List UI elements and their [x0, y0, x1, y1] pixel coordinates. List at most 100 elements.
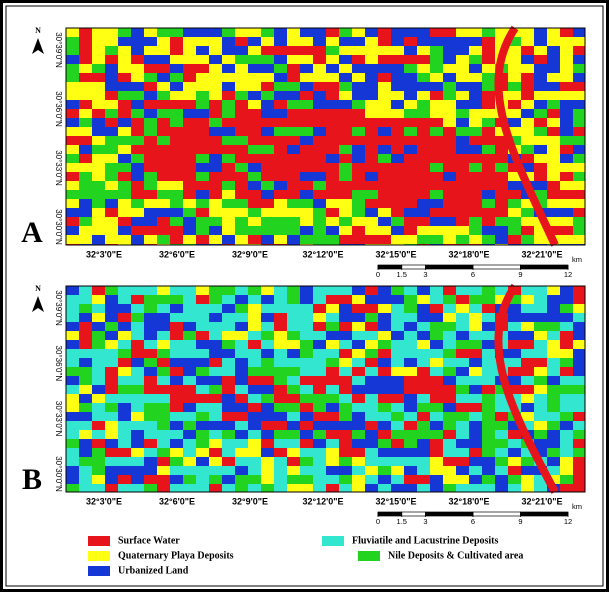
map-pixel: [365, 118, 378, 127]
map-pixel: [274, 484, 287, 492]
map-pixel: [352, 127, 365, 136]
map-pixel: [547, 421, 560, 430]
map-pixel: [300, 403, 313, 412]
map-pixel: [495, 208, 508, 217]
map-pixel: [339, 385, 352, 394]
map-pixel: [131, 37, 144, 46]
map-pixel: [118, 394, 131, 403]
map-pixel: [469, 457, 482, 466]
map-pixel: [326, 73, 339, 82]
map-pixel: [274, 163, 287, 172]
map-pixel: [573, 199, 585, 208]
map-pixel: [521, 466, 534, 475]
map-pixel: [79, 217, 92, 226]
map-pixel: [547, 340, 560, 349]
map-pixel: [66, 181, 79, 190]
map-pixel: [66, 226, 79, 235]
map-pixel: [118, 55, 131, 64]
map-pixel: [274, 46, 287, 55]
map-pixel: [547, 385, 560, 394]
map-pixel: [170, 412, 183, 421]
map-pixel: [196, 448, 209, 457]
map-pixel: [144, 127, 157, 136]
map-pixel: [404, 28, 417, 37]
map-pixel: [573, 403, 585, 412]
map-pixel: [157, 172, 170, 181]
map-pixel: [378, 412, 391, 421]
map-pixel: [404, 466, 417, 475]
map-pixel: [326, 28, 339, 37]
map-pixel: [235, 208, 248, 217]
map-pixel: [378, 28, 391, 37]
map-pixel: [378, 136, 391, 145]
map-pixel: [456, 217, 469, 226]
map-pixel: [417, 235, 430, 244]
map-pixel: [469, 109, 482, 118]
map-pixel: [144, 136, 157, 145]
map-pixel: [417, 136, 430, 145]
map-pixel: [248, 340, 261, 349]
map-pixel: [79, 136, 92, 145]
map-pixel: [430, 28, 443, 37]
map-pixel: [287, 349, 300, 358]
map-pixel: [339, 226, 352, 235]
map-pixel: [417, 46, 430, 55]
map-pixel: [326, 430, 339, 439]
map-pixel: [404, 217, 417, 226]
map-pixel: [222, 118, 235, 127]
map-pixel: [391, 154, 404, 163]
map-pixel: [261, 37, 274, 46]
map-pixel: [469, 127, 482, 136]
map-pixel: [313, 295, 326, 304]
map-pixel: [105, 28, 118, 37]
map-pixel: [209, 91, 222, 100]
map-pixel: [326, 403, 339, 412]
map-pixel: [105, 37, 118, 46]
map-pixel: [92, 82, 105, 91]
map-pixel: [573, 295, 585, 304]
map-pixel: [222, 127, 235, 136]
map-pixel: [105, 286, 118, 295]
map-pixel: [534, 118, 547, 127]
map-pixel: [573, 286, 585, 295]
map-pixel: [339, 448, 352, 457]
map-pixel: [508, 100, 521, 109]
map-pixel: [482, 145, 495, 154]
map-pixel: [105, 313, 118, 322]
map-pixel: [248, 358, 261, 367]
map-pixel: [508, 322, 521, 331]
map-pixel: [196, 154, 209, 163]
map-pixel: [495, 412, 508, 421]
map-pixel: [287, 217, 300, 226]
map-pixel: [456, 475, 469, 484]
map-pixel: [482, 46, 495, 55]
map-pixel: [261, 385, 274, 394]
map-pixel: [261, 439, 274, 448]
map-pixel: [131, 484, 144, 492]
map-pixel: [352, 385, 365, 394]
map-pixel: [79, 340, 92, 349]
map-pixel: [235, 376, 248, 385]
map-pixel: [248, 181, 261, 190]
map-pixel: [469, 340, 482, 349]
map-pixel: [456, 172, 469, 181]
map-pixel: [508, 448, 521, 457]
map-pixel: [339, 286, 352, 295]
map-pixel: [118, 457, 131, 466]
map-pixel: [547, 286, 560, 295]
map-pixel: [131, 403, 144, 412]
map-pixel: [209, 439, 222, 448]
map-pixel: [404, 190, 417, 199]
map-pixel: [326, 349, 339, 358]
map-pixel: [560, 313, 573, 322]
scale-label: 6: [471, 270, 475, 279]
map-pixel: [534, 349, 547, 358]
map-pixel: [170, 172, 183, 181]
map-pixel: [248, 385, 261, 394]
map-pixel: [417, 421, 430, 430]
map-pixel: [534, 394, 547, 403]
map-pixel: [404, 331, 417, 340]
map-pixel: [131, 448, 144, 457]
map-pixel: [482, 430, 495, 439]
map-pixel: [92, 55, 105, 64]
